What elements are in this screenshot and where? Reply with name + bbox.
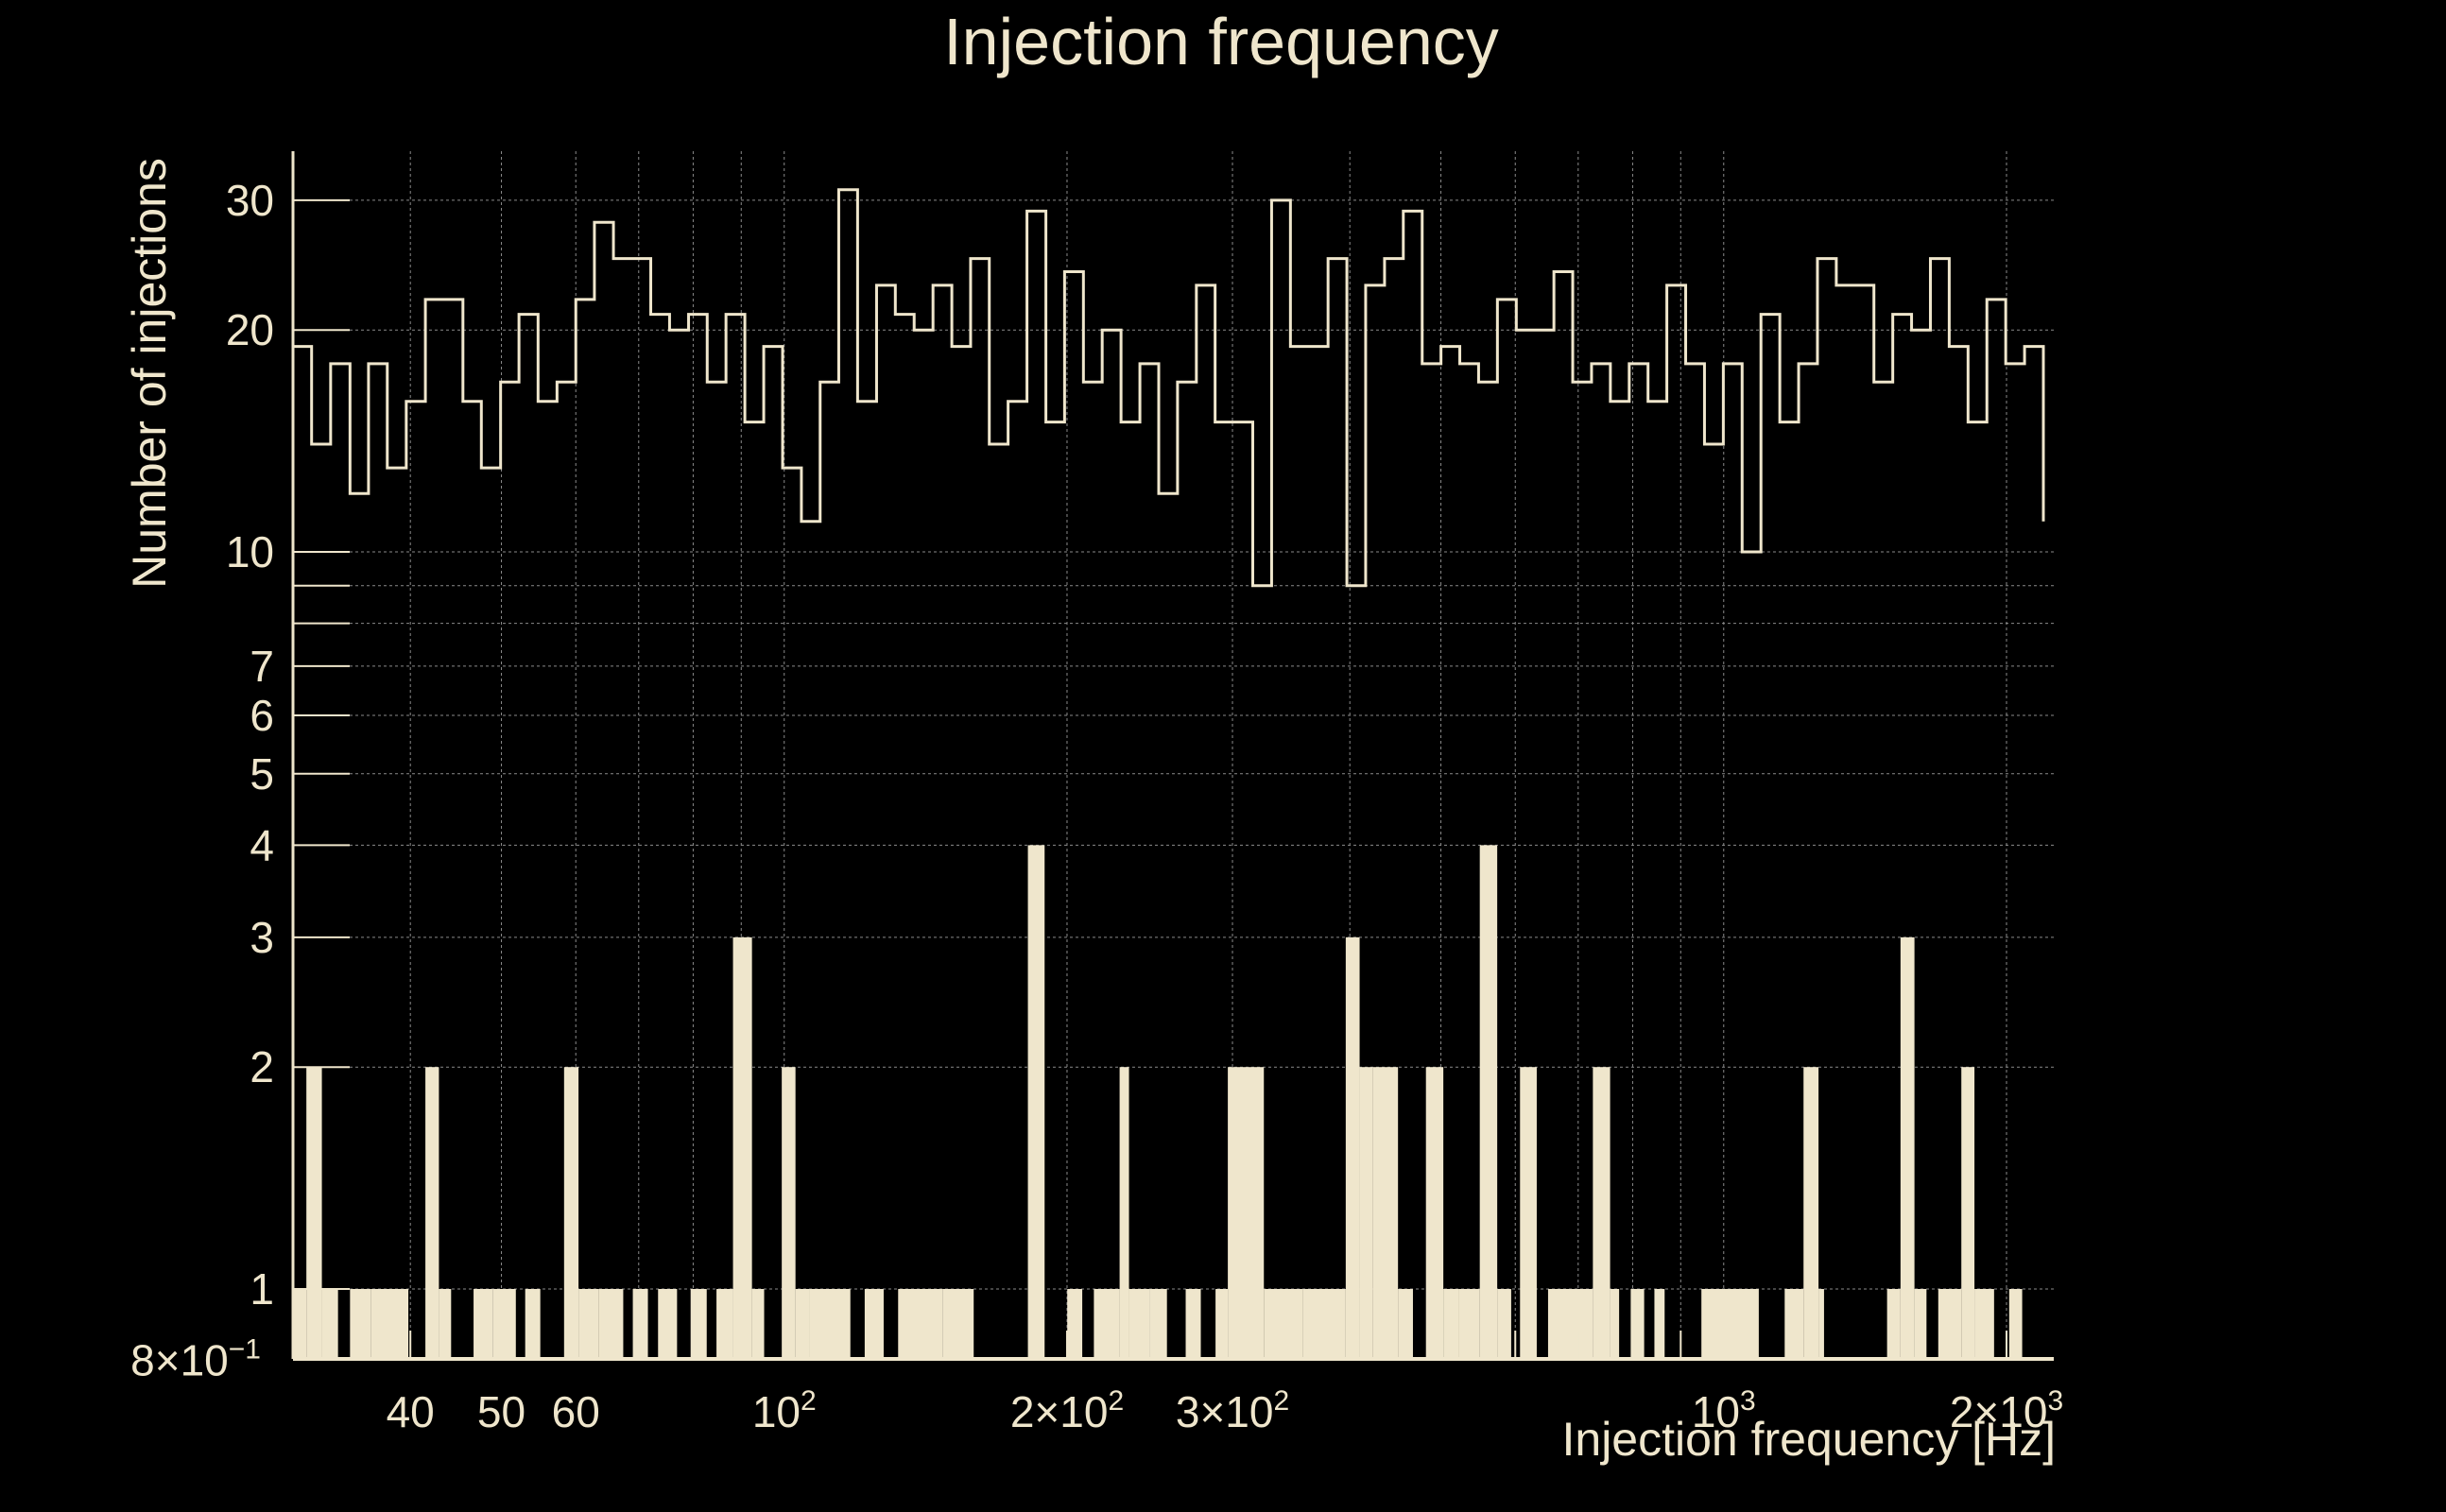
- histogram-bar: [1345, 936, 1360, 1359]
- histogram-bar: [1479, 845, 1498, 1359]
- histogram-bar: [1185, 1289, 1201, 1359]
- y-tick-label: 8×10−1: [130, 1334, 261, 1385]
- histogram-bar: [1443, 1289, 1459, 1359]
- histogram-bar: [1027, 845, 1045, 1359]
- x-tick-label: 2×102: [1010, 1385, 1124, 1436]
- histogram-bar: [2008, 1289, 2023, 1359]
- x-tick-label: 40: [387, 1387, 435, 1436]
- histogram-bar: [578, 1289, 599, 1359]
- x-tick-label: 103: [1692, 1385, 1756, 1436]
- histogram-bar: [293, 1289, 307, 1359]
- y-tick-label: 3: [250, 913, 274, 962]
- histogram-bar: [1961, 1067, 1975, 1359]
- y-tick-label: 10: [226, 527, 274, 576]
- y-tick-label: 20: [226, 305, 274, 354]
- histogram-bar: [1610, 1289, 1620, 1359]
- y-tick-label: 30: [226, 176, 274, 225]
- filled-bars-series: [293, 845, 2023, 1359]
- histogram-bar: [732, 936, 752, 1359]
- y-axis-label: Number of injections: [123, 158, 176, 589]
- axes: [291, 151, 2054, 1361]
- histogram-bar: [1215, 1289, 1229, 1359]
- histogram-bar: [525, 1289, 541, 1359]
- histogram-bar: [942, 1289, 974, 1359]
- y-tick-label: 1: [250, 1264, 274, 1314]
- histogram-bar: [716, 1289, 733, 1359]
- histogram-bar: [1818, 1289, 1824, 1359]
- histogram-bar: [1128, 1289, 1150, 1359]
- histogram-bar: [474, 1289, 493, 1359]
- histogram-bar: [782, 1067, 796, 1359]
- histogram-bar: [751, 1289, 765, 1359]
- x-tick-label: 102: [752, 1385, 817, 1436]
- histogram-bar: [1654, 1289, 1665, 1359]
- y-tick-label: 6: [250, 691, 274, 740]
- histogram-bar: [350, 1289, 371, 1359]
- histogram-bar: [370, 1289, 409, 1359]
- histogram-bar: [306, 1067, 322, 1359]
- x-tick-label: 50: [477, 1387, 525, 1436]
- histogram-bar: [795, 1289, 810, 1359]
- x-tick-label: 2×103: [1950, 1385, 2063, 1436]
- histogram-bar: [492, 1289, 516, 1359]
- histogram-bar: [439, 1289, 452, 1359]
- histogram-bar: [1264, 1289, 1303, 1359]
- histogram-bar: [864, 1289, 884, 1359]
- histogram-bar: [1803, 1067, 1819, 1359]
- histogram-bar: [1593, 1067, 1611, 1359]
- histogram-bar: [598, 1289, 624, 1359]
- histogram-bar: [1520, 1067, 1537, 1359]
- y-tick-label: 2: [250, 1042, 274, 1091]
- histogram-bar: [1974, 1289, 1994, 1359]
- y-tick-label: 5: [250, 749, 274, 799]
- histogram-bar: [690, 1289, 707, 1359]
- histogram-bar: [1784, 1289, 1804, 1359]
- histogram-bar: [321, 1289, 338, 1359]
- x-tick-label: 60: [552, 1387, 600, 1436]
- histogram-bar: [1938, 1289, 1962, 1359]
- y-tick-labels: 8×10−1 1 2 3 4 5 67 10 20 30: [130, 176, 274, 1385]
- histogram-bar: [1302, 1289, 1346, 1359]
- histogram-bar: [425, 1067, 439, 1359]
- x-axis-label: Injection frequency [Hz]: [1562, 1413, 2057, 1466]
- y-tick-label: 7: [250, 642, 274, 691]
- histogram-bar: [1149, 1289, 1167, 1359]
- histogram-bar: [1119, 1067, 1129, 1359]
- histogram-bar: [1359, 1067, 1373, 1359]
- x-tick-labels: 40 50 60 102 2×102 3×102 103 2×103: [387, 1385, 2064, 1436]
- step-line: [293, 188, 2045, 588]
- histogram-bar: [632, 1289, 648, 1359]
- histogram-bar: [1094, 1289, 1120, 1359]
- histogram-bar: [563, 1067, 579, 1359]
- histogram-bar: [1458, 1289, 1480, 1359]
- histogram-bar: [658, 1289, 678, 1359]
- histogram-bar: [1630, 1289, 1645, 1359]
- histogram-bar: [1067, 1289, 1083, 1359]
- x-tick-label: 3×102: [1176, 1385, 1289, 1436]
- histogram-bar: [1886, 1289, 1901, 1359]
- histogram-bar: [1914, 1289, 1927, 1359]
- histogram-bar: [1425, 1067, 1444, 1359]
- step-series: [293, 188, 2045, 588]
- y-tick-label: 4: [250, 820, 274, 869]
- histogram-bar: [1398, 1289, 1413, 1359]
- histogram-bar: [898, 1289, 943, 1359]
- histogram-bar: [1547, 1289, 1593, 1359]
- histogram-bar: [1900, 936, 1915, 1359]
- chart-title: Injection frequency: [943, 5, 1499, 78]
- histogram-bar: [1701, 1289, 1759, 1359]
- histogram-bar: [1228, 1067, 1265, 1359]
- histogram-bar: [1497, 1289, 1511, 1359]
- histogram-bar: [809, 1289, 851, 1359]
- histogram-bar: [1372, 1067, 1399, 1359]
